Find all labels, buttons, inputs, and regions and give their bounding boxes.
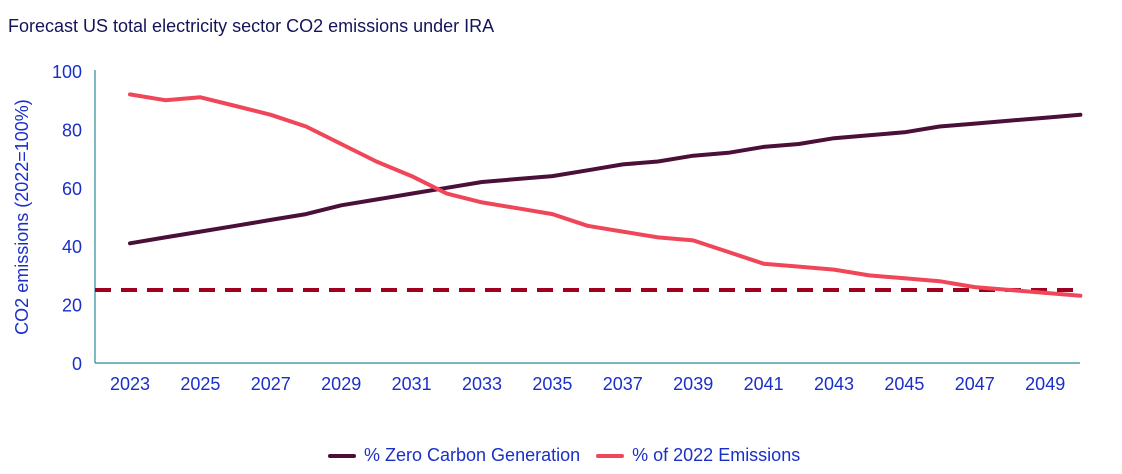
x-tick-label: 2029 [321,374,361,394]
x-tick-label: 2041 [744,374,784,394]
legend-swatch-emissions [596,453,625,458]
axes [94,70,1080,364]
y-tick-label: 0 [72,354,82,374]
x-tick-label: 2043 [814,374,854,394]
y-tick-label: 80 [62,120,82,140]
x-tick-label: 2033 [462,374,502,394]
y-axis-title: CO2 emissions (2022=100%) [12,99,32,335]
legend-item-emissions[interactable]: % of 2022 Emissions [596,445,800,466]
y-tick-label: 40 [62,237,82,257]
x-tick-label: 2047 [955,374,995,394]
legend-label-zero-carbon: % Zero Carbon Generation [364,445,581,465]
chart-title: Forecast US total electricity sector CO2… [8,16,495,36]
x-tick-label: 2045 [884,374,924,394]
x-tick-label: 2027 [251,374,291,394]
legend-item-zero-carbon[interactable]: % Zero Carbon Generation [328,445,580,466]
series-lines [128,92,1083,298]
legend-swatch-zero-carbon [328,453,356,458]
x-tick-label: 2049 [1025,374,1065,394]
legend-label-emissions: % of 2022 Emissions [632,445,801,465]
series-line-zero-carbon [128,112,1083,246]
x-tick-label: 2035 [532,374,572,394]
x-tick-label: 2023 [110,374,150,394]
x-tick-label: 2039 [673,374,713,394]
x-tick-label: 2025 [180,374,220,394]
x-tick-label: 2031 [392,374,432,394]
y-ticks: 0 20 40 60 80 100 [52,62,82,374]
y-tick-label: 20 [62,296,82,316]
x-ticks: 2023 2025 2027 2029 2031 2033 2035 2037 2039 2041… [110,374,1065,394]
x-tick-label: 2037 [603,374,643,394]
series-line-emissions [128,92,1083,298]
legend: % Zero Carbon Generation % of 2022 Emiss… [328,445,816,466]
y-tick-label: 100 [52,62,82,82]
y-tick-label: 60 [62,179,82,199]
